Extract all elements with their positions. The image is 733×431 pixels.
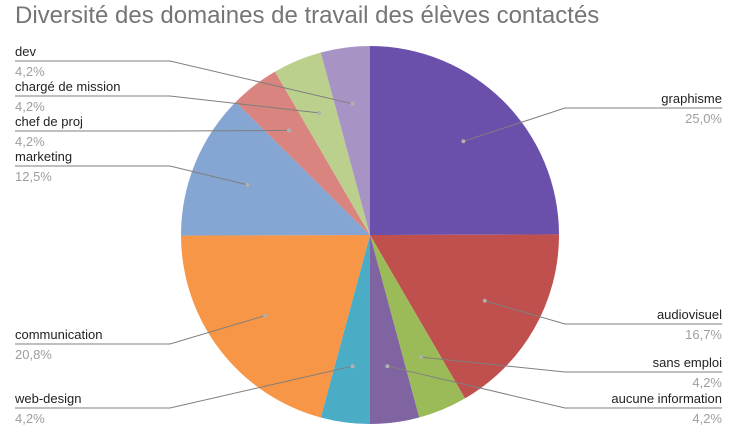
slice-value-charg-de-mission: 4,2% — [15, 99, 45, 114]
leader-line-chef-de-proj — [15, 129, 290, 132]
leader-dot-chef-de-proj — [287, 128, 292, 133]
leader-dot-audiovisuel — [482, 298, 487, 303]
leader-dot-marketing — [245, 182, 250, 187]
pie-slice-chef-de-proj[interactable] — [235, 71, 370, 236]
slice-label-sans-emploi: sans emploi — [653, 355, 722, 370]
pie-slice-aucune-information[interactable] — [370, 235, 420, 424]
leader-dot-web-design — [350, 364, 355, 369]
slice-label-aucune-information: aucune information — [611, 391, 722, 406]
chart-title: Diversité des domaines de travail des él… — [15, 2, 600, 29]
slice-value-communication: 20,8% — [15, 347, 52, 362]
pie-slice-charg-de-mission[interactable] — [274, 52, 370, 235]
leader-dot-communication — [263, 313, 268, 318]
leader-dot-dev — [350, 101, 355, 106]
slice-value-chef-de-proj: 4,2% — [15, 134, 45, 149]
leader-line-sans-emploi — [420, 356, 722, 373]
leader-dot-charg-de-mission — [317, 110, 322, 115]
pie-slices — [180, 46, 560, 424]
slice-label-dev: dev — [15, 44, 36, 59]
pie-slice-web-design[interactable] — [320, 235, 370, 424]
pie-slice-audiovisuel[interactable] — [370, 234, 560, 399]
pie-slice-communication[interactable] — [181, 235, 370, 418]
leader-dot-graphisme — [461, 139, 466, 144]
slice-value-marketing: 12,5% — [15, 169, 52, 184]
slice-label-web-design: web-design — [14, 391, 82, 406]
pie-slice-sans-emploi[interactable] — [370, 235, 466, 418]
leader-line-charg-de-mission — [15, 95, 320, 114]
leader-dot-sans-emploi — [418, 355, 423, 360]
leader-line-graphisme — [463, 107, 722, 142]
leader-line-audiovisuel — [484, 300, 722, 325]
slice-labels: graphisme 25,0% audiovisuel 16,7% sans emplo… — [14, 44, 722, 426]
slice-value-graphisme: 25,0% — [685, 111, 722, 126]
slice-label-audiovisuel: audiovisuel — [657, 307, 722, 322]
leader-line-aucune-information — [387, 365, 722, 409]
leader-line-dev — [15, 60, 353, 105]
slice-value-aucune-information: 4,2% — [692, 411, 722, 426]
pie-slice-marketing[interactable] — [180, 101, 370, 236]
slice-label-communication: communication — [15, 327, 102, 342]
leader-line-marketing — [15, 165, 248, 186]
leader-line-communication — [15, 315, 266, 345]
leader-line-web-design — [15, 365, 353, 409]
slice-label-chef-de-proj: chef de proj — [15, 114, 83, 129]
slice-label-charg-de-mission: chargé de mission — [15, 79, 121, 94]
slice-label-graphisme: graphisme — [661, 91, 722, 106]
leader-dot-aucune-information — [385, 364, 390, 369]
slice-value-web-design: 4,2% — [15, 411, 45, 426]
slice-label-marketing: marketing — [15, 149, 72, 164]
pie-slice-dev[interactable] — [320, 46, 370, 235]
slice-value-sans-emploi: 4,2% — [692, 375, 722, 390]
slice-value-dev: 4,2% — [15, 64, 45, 79]
slice-value-audiovisuel: 16,7% — [685, 327, 722, 342]
